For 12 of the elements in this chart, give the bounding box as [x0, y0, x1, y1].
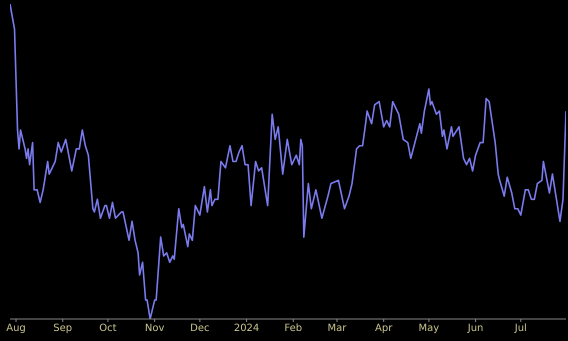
x-tick-label: Nov	[144, 323, 164, 334]
x-tick-label: Jul	[514, 323, 527, 334]
x-tick-label: Mar	[328, 323, 348, 334]
x-tick-label: Aug	[6, 323, 26, 334]
x-tick-label: Oct	[99, 323, 117, 334]
x-tick-label: May	[418, 323, 440, 334]
x-tick-label: Jun	[466, 323, 484, 334]
x-tick-label: 2024	[234, 323, 260, 334]
x-tick-label: Sep	[53, 323, 72, 334]
x-tick-label: Feb	[284, 323, 302, 334]
x-tick-label: Dec	[190, 323, 210, 334]
x-tick-label: Apr	[375, 323, 394, 334]
